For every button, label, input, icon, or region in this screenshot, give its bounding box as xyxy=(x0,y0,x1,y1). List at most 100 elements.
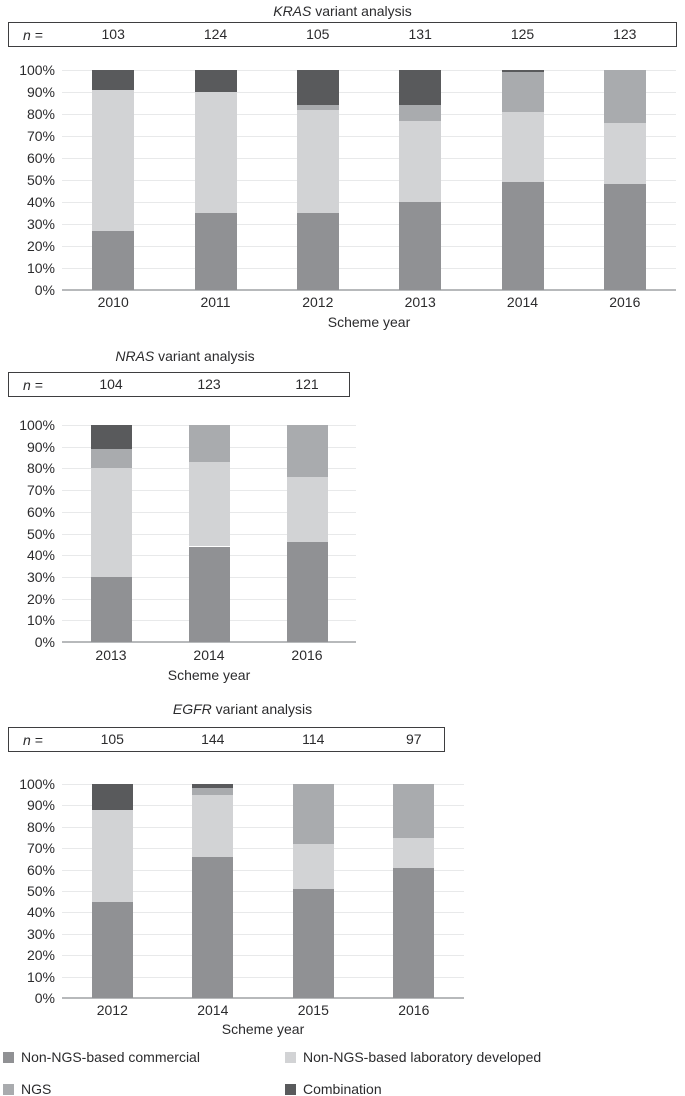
y-tick-label: 30% xyxy=(26,568,55,585)
commercial-swatch-icon xyxy=(3,1052,14,1063)
combination-swatch-icon xyxy=(285,1084,296,1095)
x-axis-title: Scheme year xyxy=(327,314,411,330)
n-equals-label: n = xyxy=(23,732,43,748)
y-tick-label: 40% xyxy=(26,547,55,564)
y-tick-label: 20% xyxy=(26,590,55,607)
x-tick-label: 2016 xyxy=(398,1002,430,1018)
legend-item-ngs: NGS xyxy=(3,1082,51,1096)
bar-segment xyxy=(296,213,339,290)
bar-segment xyxy=(286,477,328,543)
bar-segment xyxy=(194,92,237,213)
y-tick-label: 100% xyxy=(19,417,55,433)
sample-size-value: 131 xyxy=(408,26,432,42)
chart-title-nras: NRAS variant analysis xyxy=(0,348,370,364)
y-tick-label: 80% xyxy=(26,460,55,477)
y-tick-label: 10% xyxy=(26,612,55,629)
y-tick-label: 10% xyxy=(26,968,55,985)
x-tick-label: 2011 xyxy=(200,294,231,310)
bar-segment xyxy=(92,230,135,290)
gene-name: EGFR xyxy=(172,701,212,717)
bar-segment xyxy=(91,901,133,998)
legend-item-commercial: Non-NGS-based commercial xyxy=(3,1050,200,1065)
bar-segment xyxy=(296,105,339,110)
bar-segment xyxy=(603,70,646,123)
bar-segment xyxy=(194,70,237,92)
gridline xyxy=(62,180,676,181)
gene-name: NRAS xyxy=(115,348,155,364)
y-tick-label: 90% xyxy=(26,438,55,455)
legend-label: NGS xyxy=(21,1081,52,1096)
bar-segment xyxy=(501,72,544,112)
y-tick-label: 100% xyxy=(19,776,55,792)
bar-segment xyxy=(192,856,234,998)
y-tick-label: 90% xyxy=(26,797,55,814)
bar-segment xyxy=(501,111,544,183)
y-tick-label: 70% xyxy=(26,482,55,499)
y-tick-label: 30% xyxy=(26,216,55,232)
sample-size-value: 103 xyxy=(101,26,125,42)
bar-segment xyxy=(90,576,132,642)
bar-segment xyxy=(501,70,544,73)
y-tick-label: 50% xyxy=(26,525,55,542)
bar-segment xyxy=(92,70,135,90)
sample-size-box: n = xyxy=(8,727,445,752)
bar-segment xyxy=(292,843,334,889)
bar-segment xyxy=(286,425,328,478)
bar-segment xyxy=(393,837,435,868)
x-tick-label: 2013 xyxy=(95,647,127,663)
gridline xyxy=(62,826,464,828)
y-tick-label: 50% xyxy=(26,883,55,899)
y-tick-label: 60% xyxy=(26,861,55,878)
x-axis-line xyxy=(62,641,356,643)
gridline xyxy=(62,955,464,957)
bar-segment xyxy=(192,794,234,857)
y-tick-label: 90% xyxy=(26,84,55,100)
x-tick-label: 2013 xyxy=(404,294,436,310)
sample-size-value: 114 xyxy=(302,731,325,747)
x-tick-label: 2014 xyxy=(197,1002,229,1018)
bar-segment xyxy=(393,867,435,998)
x-tick-label: 2012 xyxy=(302,294,334,310)
gridline xyxy=(62,224,676,225)
y-tick-label: 100% xyxy=(19,62,55,78)
bar-segment xyxy=(501,182,544,290)
bar-segment xyxy=(188,425,230,462)
gridline xyxy=(62,848,464,850)
gridline xyxy=(62,784,464,785)
bar-segment xyxy=(399,105,442,121)
bar-segment xyxy=(91,784,133,810)
title-text: variant analysis xyxy=(154,348,255,364)
gene-name: KRAS xyxy=(273,3,312,19)
y-tick-label: 20% xyxy=(26,238,55,254)
gridline xyxy=(62,891,464,892)
y-tick-label: 30% xyxy=(26,925,55,942)
y-tick-label: 10% xyxy=(26,260,55,276)
bar-segment xyxy=(296,70,339,106)
y-tick-label: 80% xyxy=(26,106,55,122)
chart-title-kras: KRAS variant analysis xyxy=(0,3,685,19)
y-tick-label: 50% xyxy=(26,172,55,188)
bar-segment xyxy=(399,202,442,290)
chart-title-egfr: EGFR variant analysis xyxy=(0,701,485,717)
legend-label: Combination xyxy=(303,1081,382,1096)
bar-segment xyxy=(296,109,339,213)
sample-size-value: 121 xyxy=(295,376,319,392)
lab-developed-swatch-icon xyxy=(285,1052,296,1063)
title-text: variant analysis xyxy=(311,3,412,19)
bar-segment xyxy=(90,425,132,449)
bar-segment xyxy=(91,809,133,902)
sample-size-box: n = xyxy=(8,372,350,397)
x-tick-label: 2012 xyxy=(96,1002,128,1018)
sample-size-value: 105 xyxy=(100,731,124,747)
gridline xyxy=(62,246,676,247)
y-tick-label: 60% xyxy=(26,503,55,520)
x-axis-title: Scheme year xyxy=(167,667,251,683)
sample-size-value: 97 xyxy=(406,731,422,747)
gridline xyxy=(62,869,464,871)
x-axis-line xyxy=(62,997,464,999)
sample-size-value: 125 xyxy=(510,26,535,42)
y-tick-label: 60% xyxy=(26,150,55,166)
gridline xyxy=(62,268,676,269)
y-tick-label: 70% xyxy=(26,840,55,857)
